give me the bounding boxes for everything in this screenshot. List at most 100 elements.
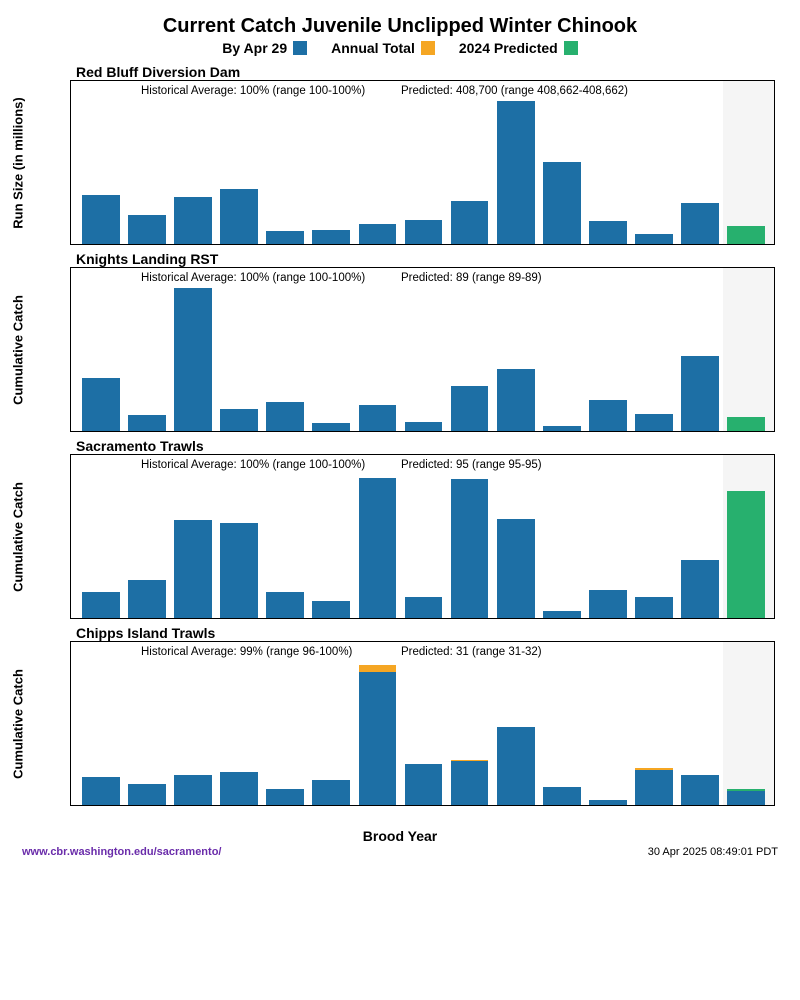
xtick-label: 2016 (365, 805, 389, 806)
ytick-label: 400 (70, 370, 71, 382)
footer-source: www.cbr.washington.edu/sacramento/ (22, 846, 221, 858)
plot-area: Historical Average: 100% (range 100-100%… (70, 80, 775, 245)
bar (82, 378, 120, 431)
xtick-label: 2022 (642, 805, 666, 806)
ytick-label: 600 (70, 341, 71, 353)
bar (727, 226, 765, 244)
xtick-label: 2018 (457, 805, 481, 806)
bar (174, 520, 212, 618)
bar (727, 491, 765, 618)
prediction-shade (723, 268, 774, 431)
bar (543, 611, 581, 618)
legend-item: By Apr 29 (222, 40, 307, 56)
bar (543, 787, 581, 805)
bar (635, 414, 673, 431)
bar (451, 386, 489, 431)
bar (543, 426, 581, 431)
bar (681, 560, 719, 618)
panels-area: Red Bluff Diversion DamRun Size (in mill… (10, 64, 790, 806)
xaxis-label: Brood Year (10, 828, 790, 844)
footer: www.cbr.washington.edu/sacramento/ 30 Ap… (10, 844, 790, 864)
ytick-label: 3 (70, 122, 71, 134)
bar (405, 422, 443, 431)
chart-container: Current Catch Juvenile Unclipped Winter … (0, 0, 800, 869)
chart-wrap: Cumulative CatchHistorical Average: 100%… (70, 267, 780, 432)
bar (220, 523, 258, 618)
annot-predicted: Predicted: 408,700 (range 408,662-408,66… (401, 85, 628, 97)
panel-title: Red Bluff Diversion Dam (76, 64, 780, 80)
bar (727, 417, 765, 431)
ytick-label: 4 (70, 83, 71, 95)
bar (681, 775, 719, 805)
ytick-label: 150 (70, 732, 71, 744)
bar (128, 580, 166, 618)
xtick-label: 2010 (89, 805, 113, 806)
ytick-label: 2.5 (70, 142, 71, 154)
legend-swatch (293, 41, 307, 55)
ytick-label: 0 (70, 801, 71, 806)
bar (266, 231, 304, 244)
main-title: Current Catch Juvenile Unclipped Winter … (10, 15, 790, 38)
bar (359, 405, 397, 431)
bar (589, 800, 627, 805)
bar (312, 423, 350, 431)
bar (312, 230, 350, 244)
ytick-label: 0 (70, 614, 71, 619)
legend-item: Annual Total (331, 40, 435, 56)
bar (635, 597, 673, 618)
ytick-label: 50 (70, 778, 71, 790)
ytick-label: 100 (70, 482, 71, 494)
ytick-label: 20 (70, 588, 71, 600)
bar (128, 215, 166, 244)
ytick-label: 0 (70, 240, 71, 245)
xtick-label: 2012 (181, 805, 205, 806)
ytick-label: 800 (70, 312, 71, 324)
ytick-label: 300 (70, 664, 71, 676)
bar (497, 369, 535, 431)
legend-label: By Apr 29 (222, 40, 287, 56)
bar (451, 201, 489, 244)
bar (174, 775, 212, 805)
ytick-label: 250 (70, 686, 71, 698)
ytick-label: 0.5 (70, 220, 71, 232)
bar (128, 784, 166, 805)
ytick-label: 1000 (70, 284, 71, 296)
bar (635, 770, 673, 805)
ytick-label: 200 (70, 709, 71, 721)
bar (635, 234, 673, 244)
bar (359, 224, 397, 244)
panel: Sacramento TrawlsCumulative CatchHistori… (70, 438, 780, 619)
bar (589, 400, 627, 431)
bar (497, 519, 535, 618)
bar (727, 791, 765, 805)
bar (82, 592, 120, 618)
y-axis-label: Cumulative Catch (11, 669, 26, 779)
ytick-label: 2 (70, 161, 71, 173)
bar (681, 356, 719, 431)
ytick-label: 80 (70, 508, 71, 520)
ytick-label: 1 (70, 201, 71, 213)
ytick-label: 60 (70, 535, 71, 547)
bar (128, 415, 166, 431)
plot-area: Historical Average: 99% (range 96-100%) P… (70, 641, 775, 806)
annot-historical: Historical Average: 100% (range 100-100%… (141, 85, 365, 97)
chart-wrap: Run Size (in millions)Historical Average… (70, 80, 780, 245)
ytick-label: 120 (70, 456, 71, 468)
annot-historical: Historical Average: 99% (range 96-100%) (141, 646, 352, 658)
chart-wrap: Cumulative CatchHistorical Average: 100%… (70, 454, 780, 619)
ytick-label: 200 (70, 398, 71, 410)
panel-title: Chipps Island Trawls (76, 625, 780, 641)
ytick-label: 3.5 (70, 103, 71, 115)
bar (266, 789, 304, 806)
bar (497, 727, 535, 805)
bar (174, 288, 212, 431)
annot-predicted: Predicted: 31 (range 31-32) (401, 646, 542, 658)
panel: Chipps Island TrawlsCumulative CatchHist… (70, 625, 780, 806)
plot-area: Historical Average: 100% (range 100-100%… (70, 267, 775, 432)
y-axis-label: Cumulative Catch (11, 295, 26, 405)
bar (359, 478, 397, 618)
ytick-label: 0 (70, 427, 71, 432)
ytick-label: 350 (70, 641, 71, 653)
plot-area: Historical Average: 100% (range 100-100%… (70, 454, 775, 619)
bar (497, 101, 535, 244)
